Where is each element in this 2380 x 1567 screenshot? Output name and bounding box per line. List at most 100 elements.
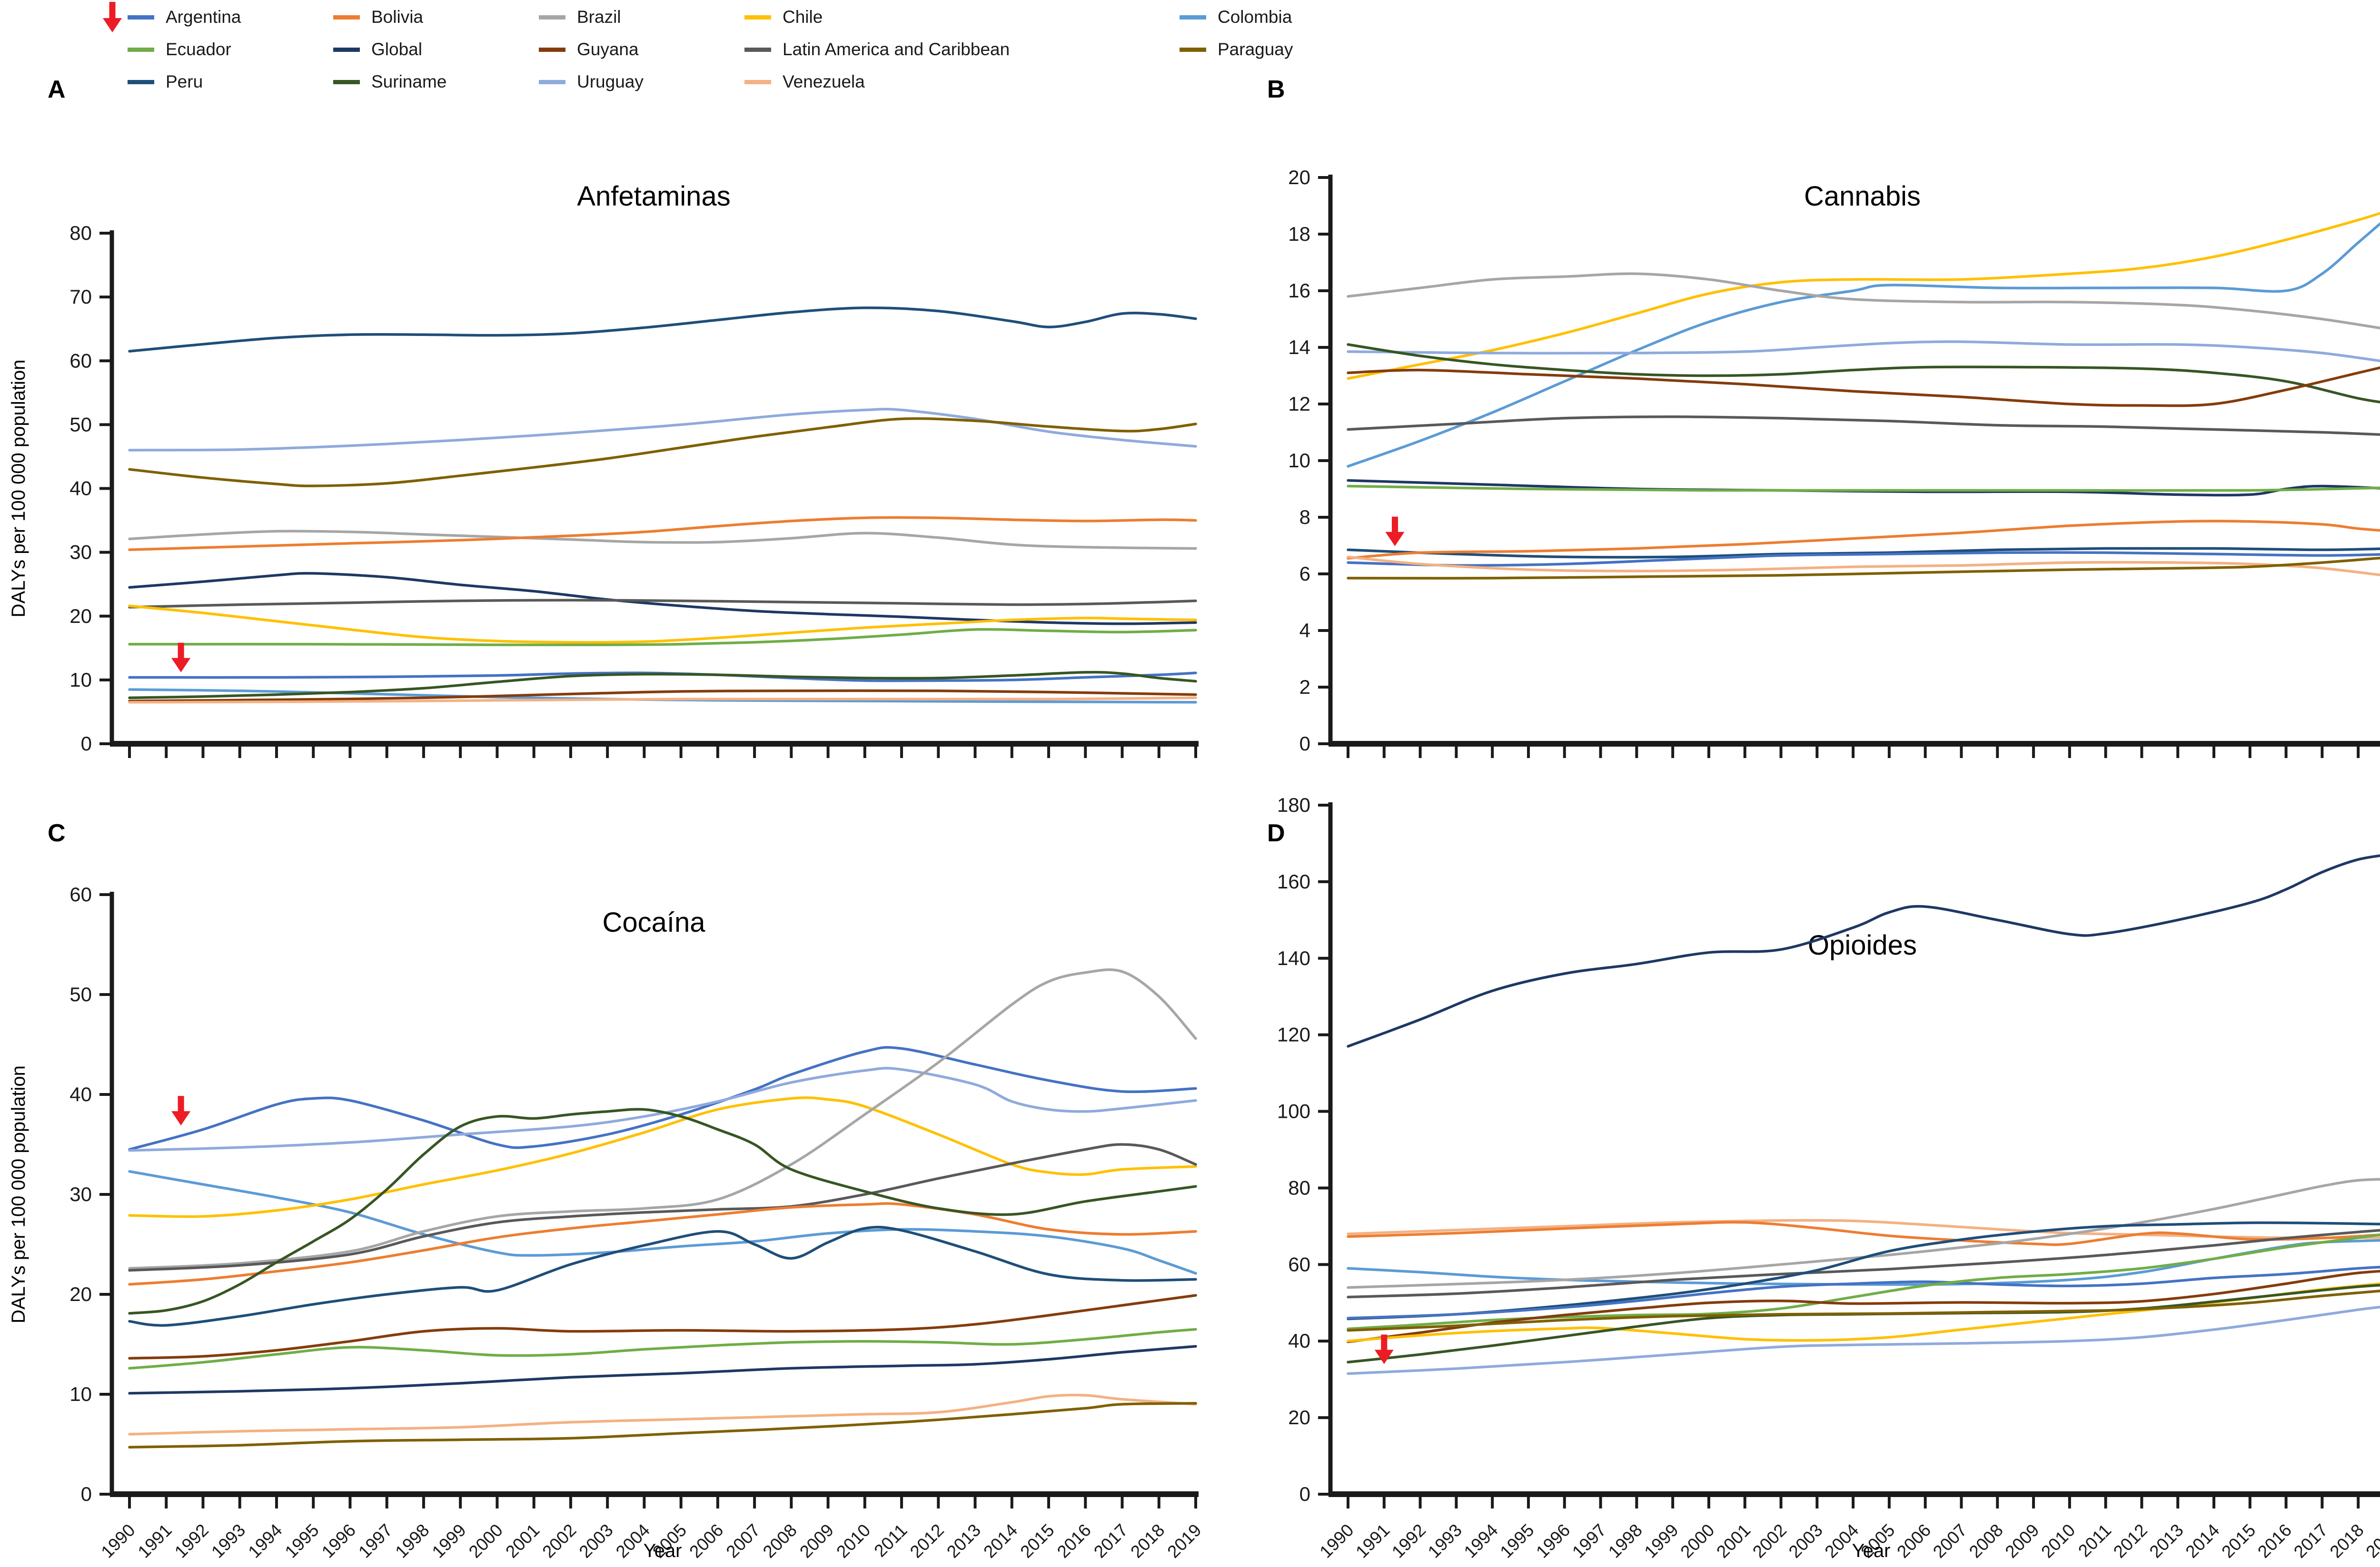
x-tick-label: 2000 <box>1676 1520 1718 1562</box>
series-C-bolivia <box>128 1202 1197 1286</box>
series-A-paraguay <box>128 417 1197 487</box>
x-tick-label: 2019 <box>1163 1520 1205 1562</box>
x-tick-label: 2019 <box>2362 1520 2380 1562</box>
x-tick-label: 2015 <box>1016 1520 1058 1562</box>
x-tick-label: 2008 <box>759 1520 801 1562</box>
legend-swatch <box>333 15 360 20</box>
x-tick-label: 1999 <box>1641 1520 1682 1562</box>
x-tick-label: 2003 <box>1785 1520 1826 1562</box>
y-tick-label: 10 <box>69 669 92 691</box>
series-C-uruguay <box>128 1067 1197 1152</box>
x-tick-label: 2010 <box>2037 1520 2079 1562</box>
x-tick-label: 2002 <box>538 1520 580 1562</box>
y-tick-label: 10 <box>69 1383 92 1405</box>
x-tick-label: 2018 <box>1127 1520 1168 1562</box>
y-tick-label: 40 <box>1288 1330 1310 1352</box>
series-A-global <box>128 572 1197 625</box>
series-C-venezuela <box>128 1393 1197 1436</box>
x-axis-title-D: Year <box>1852 1540 1891 1561</box>
x-tick-label: 2009 <box>2002 1520 2043 1562</box>
legend-label: Venezuela <box>783 72 865 91</box>
y-tick-label: 40 <box>69 477 92 500</box>
x-tick-label: 1997 <box>1568 1520 1610 1562</box>
y-tick-label: 0 <box>1299 1483 1310 1505</box>
y-tick-label: 100 <box>1277 1100 1310 1123</box>
series-D-bolivia <box>1347 1221 2380 1246</box>
x-tick-label: 2010 <box>833 1520 874 1562</box>
x-tick-label: 2001 <box>502 1520 543 1562</box>
y-tick-label: 4 <box>1299 619 1310 641</box>
series-C-brazil <box>128 968 1197 1270</box>
legend-swatch <box>128 79 154 84</box>
series-D-uruguay <box>1347 1305 2380 1375</box>
panel-B: 0 2 4 6 8 10 12 14 16 18 20 B Cannabis <box>1267 76 2380 758</box>
y-tick-label: 6 <box>1299 562 1310 585</box>
series-A-brazil <box>128 530 1197 550</box>
series-B-paraguay <box>1347 556 2380 580</box>
panel-letter-D: D <box>1267 819 1285 847</box>
x-tick-label: 1998 <box>391 1520 433 1562</box>
x-tick-label: 1998 <box>1605 1520 1646 1562</box>
panel-title-D: Opioides <box>1808 930 1917 961</box>
legend-label: Colombia <box>1218 7 1292 27</box>
y-tick-label: 80 <box>1288 1176 1310 1199</box>
x-tick-label: 2007 <box>723 1520 764 1562</box>
x-tick-label: 1992 <box>171 1520 212 1562</box>
legend-item-argentina: Argentina <box>128 7 241 28</box>
red-arrow-C <box>171 1096 191 1126</box>
panel-A: 0 10 20 30 40 50 60 70 80 A Anfetaminas DALYs per 1… <box>8 76 1199 758</box>
legend-swatch <box>539 15 565 20</box>
y-tick-label: 180 <box>1277 794 1310 816</box>
y-tick-label: 60 <box>69 349 92 372</box>
y-tick-label: 12 <box>1288 393 1310 415</box>
x-tick-label: 2011 <box>870 1520 911 1561</box>
y-tick-label: 40 <box>69 1083 92 1105</box>
x-tick-label: 2001 <box>1713 1520 1754 1562</box>
series-C-ecuador <box>128 1328 1197 1370</box>
y-tick-label: 60 <box>1288 1253 1310 1275</box>
legend-label: Bolivia <box>371 7 423 27</box>
legend-item-guyana: Guyana <box>539 39 639 60</box>
legend-label: Guyana <box>577 39 639 59</box>
series-B-uruguay <box>1347 340 2380 363</box>
legend-swatch <box>128 47 154 52</box>
panel-title-A: Anfetaminas <box>577 181 730 212</box>
series-C-guyana <box>128 1294 1197 1360</box>
legend-swatch <box>744 47 771 52</box>
y-tick-label: 50 <box>69 983 92 1005</box>
x-tick-label: 1999 <box>428 1520 470 1562</box>
y-tick-label: 0 <box>1299 732 1310 755</box>
y-axis-title-C: DALYs per 100 000 population <box>8 1065 29 1323</box>
x-tick-label: 1996 <box>1532 1520 1574 1562</box>
legend-item-bolivia: Bolivia <box>333 7 423 28</box>
legend-item-colombia: Colombia <box>1180 7 1292 28</box>
series-B-brazil <box>1347 272 2380 330</box>
series-A-peru <box>128 306 1197 353</box>
panel-letter-C: C <box>48 819 66 847</box>
x-tick-label: 1995 <box>1496 1520 1537 1562</box>
panel-C: 0102030405060199019911992199319941995199… <box>8 819 1205 1562</box>
legend: Argentina Bolivia Brazil Chile Colombia Ecuad… <box>0 0 2380 109</box>
series-C-suriname <box>128 1108 1197 1315</box>
legend-label: Global <box>371 39 422 59</box>
x-tick-label: 2012 <box>2110 1520 2151 1562</box>
x-tick-label: 1990 <box>1316 1520 1357 1562</box>
red-arrow-D <box>1374 1334 1394 1364</box>
x-tick-label: 2013 <box>943 1520 984 1562</box>
legend-item-suriname: Suriname <box>333 71 446 92</box>
red-arrow-legend <box>103 2 122 32</box>
series-B-venezuela <box>1347 555 2380 576</box>
legend-item-chile: Chile <box>744 7 823 28</box>
y-tick-label: 70 <box>69 286 92 308</box>
legend-swatch <box>1180 15 1206 20</box>
x-tick-label: 1996 <box>318 1520 359 1562</box>
x-tick-label: 1997 <box>355 1520 396 1562</box>
series-B-ecuador <box>1347 484 2380 492</box>
x-tick-label: 1990 <box>97 1520 139 1562</box>
legend-swatch <box>744 15 771 20</box>
series-B-peru <box>1347 547 2380 559</box>
y-tick-label: 14 <box>1288 336 1310 358</box>
y-tick-label: 0 <box>81 1483 92 1505</box>
x-tick-label: 2002 <box>1749 1520 1790 1562</box>
